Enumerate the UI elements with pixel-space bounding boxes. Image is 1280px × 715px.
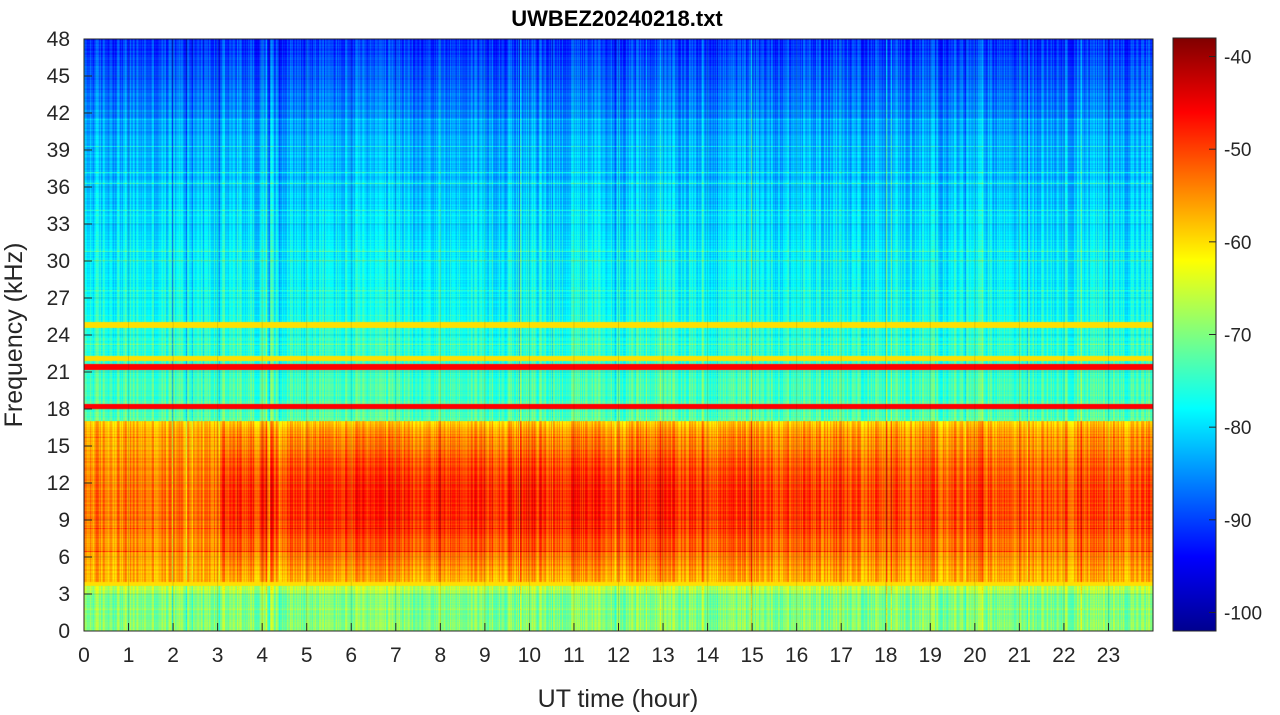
y-tick-label: 48	[47, 28, 70, 51]
colorbar-tick-label: -80	[1224, 418, 1251, 439]
y-tick-label: 15	[47, 435, 70, 458]
x-tick-label: 3	[212, 644, 224, 667]
x-tick-label: 22	[1052, 644, 1075, 667]
x-tick-label: 15	[740, 644, 763, 667]
y-tick-label: 0	[58, 620, 70, 643]
x-tick-label: 8	[434, 644, 446, 667]
y-tick-label: 27	[47, 287, 70, 310]
y-tick-label: 39	[47, 139, 70, 162]
x-axis-label: UT time (hour)	[538, 685, 699, 713]
colorbar-tick-label: -90	[1224, 511, 1251, 532]
y-tick-label: 12	[47, 472, 70, 495]
colorbar: -100 -90 -80 -70 -60 -50 -40	[1172, 37, 1262, 632]
x-tick-label: 13	[651, 644, 674, 667]
x-tick-label: 4	[256, 644, 268, 667]
colorbar-ticks: -100 -90 -80 -70 -60 -50 -40	[1209, 48, 1262, 624]
x-tick-label: 21	[1008, 644, 1031, 667]
x-axis: 0 1 2 3 4 5 6 7 8 9 10 11 12 13 14 15 16 17 18 19 20 21 22 23	[78, 623, 1120, 667]
colorbar-tick-label: -40	[1224, 48, 1251, 69]
y-tick-label: 30	[47, 250, 70, 273]
x-tick-label: 14	[696, 644, 720, 667]
y-tick-label: 9	[58, 509, 70, 532]
x-tick-label: 5	[301, 644, 313, 667]
plot-area: 0 1 2 3 4 5 6 7 8 9 10 11 12 13 14 15 16 17 18 19 20 21 22 23 0…	[47, 28, 1154, 667]
x-tick-label: 19	[919, 644, 942, 667]
x-tick-label: 1	[123, 644, 135, 667]
y-tick-label: 24	[47, 324, 71, 347]
x-tick-label: 10	[518, 644, 541, 667]
x-tick-label: 0	[78, 644, 90, 667]
y-tick-label: 6	[58, 546, 70, 569]
x-tick-label: 11	[563, 644, 585, 667]
x-tick-label: 16	[785, 644, 808, 667]
y-axis-label: Frequency (kHz)	[0, 243, 28, 428]
colorbar-tick-label: -70	[1224, 326, 1251, 347]
y-tick-label: 18	[47, 398, 70, 421]
x-tick-label: 23	[1097, 644, 1120, 667]
x-tick-label: 9	[479, 644, 491, 667]
y-tick-label: 33	[47, 213, 70, 236]
y-tick-label: 21	[47, 361, 70, 384]
y-tick-label: 45	[47, 65, 70, 88]
x-tick-label: 6	[345, 644, 357, 667]
grid	[84, 39, 1153, 631]
spectrogram-heatmap	[84, 39, 1153, 631]
colorbar-tick-label: -60	[1224, 233, 1251, 254]
y-tick-label: 3	[58, 583, 70, 606]
colorbar-tick-label: -50	[1224, 140, 1251, 161]
y-tick-label: 36	[47, 176, 70, 199]
x-tick-label: 12	[607, 644, 630, 667]
x-tick-label: 7	[390, 644, 402, 667]
x-tick-label: 17	[830, 644, 853, 667]
x-tick-label: 20	[963, 644, 986, 667]
y-tick-label: 42	[47, 102, 70, 125]
x-tick-label: 2	[167, 644, 179, 667]
chart-title: UWBEZ20240218.txt	[511, 6, 723, 31]
colorbar-tick-label: -100	[1224, 603, 1262, 624]
x-tick-label: 18	[874, 644, 897, 667]
